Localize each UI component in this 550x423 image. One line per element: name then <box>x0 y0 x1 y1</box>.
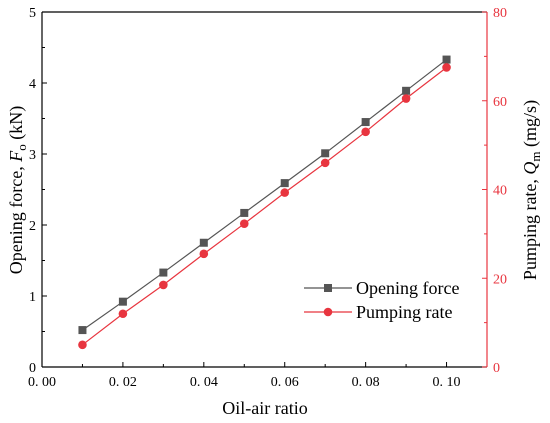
x-axis-label: Oil-air ratio <box>222 398 307 418</box>
y-right-label-var: Q <box>520 162 540 175</box>
data-point-opening-force <box>118 297 127 306</box>
y-left-tick-label: 5 <box>29 6 36 21</box>
data-point-opening-force <box>442 55 451 64</box>
data-point-pumping-rate <box>320 158 330 168</box>
data-point-pumping-rate <box>199 249 209 259</box>
y-left-tick-label: 3 <box>29 148 36 163</box>
y-right-tick-label: 80 <box>493 6 507 21</box>
series-layer <box>78 55 451 350</box>
y-left-label-text: Opening force, <box>6 162 26 274</box>
y-left-label-var: F <box>6 150 26 163</box>
series-line-opening-force <box>82 59 447 331</box>
y-right-tick-label: 0 <box>493 361 500 376</box>
y-axis-left: 0 1 2 3 4 5 <box>29 6 47 376</box>
x-axis: 0. 00 0. 02 0. 04 0. 06 0. 08 0. 10 <box>28 362 461 390</box>
y-left-tick-label: 1 <box>29 290 36 305</box>
y-right-label-text: Pumping rate, <box>520 175 540 281</box>
legend-marker-opening-force <box>324 284 332 292</box>
data-point-pumping-rate <box>118 309 128 319</box>
data-point-opening-force <box>402 86 411 95</box>
y-right-label-sub: m <box>528 151 543 161</box>
x-tick-label: 0. 08 <box>352 375 380 390</box>
y-right-label-unit: (mg/s) <box>520 100 541 152</box>
data-point-pumping-rate <box>280 188 290 197</box>
data-point-opening-force <box>159 268 168 277</box>
x-tick-label: 0. 10 <box>433 375 461 390</box>
data-point-opening-force <box>199 238 208 247</box>
y-left-label-sub: o <box>14 144 29 151</box>
y-right-tick-label: 40 <box>493 184 507 199</box>
y-axis-left-label: Opening force, Fo (kN) <box>6 106 29 274</box>
y-left-tick-label: 0 <box>29 361 36 376</box>
y-left-tick-label: 4 <box>29 77 36 92</box>
x-tick-label: 0. 00 <box>28 375 56 390</box>
data-point-pumping-rate <box>442 63 451 72</box>
data-point-opening-force <box>280 179 289 188</box>
legend-label-pumping-rate: Pumping rate <box>356 302 453 322</box>
data-point-pumping-rate <box>239 219 249 228</box>
x-tick-label: 0. 06 <box>271 375 299 390</box>
y-left-label-unit: (kN) <box>6 106 27 145</box>
y-left-tick-label: 2 <box>29 219 36 234</box>
series-line-pumping-rate <box>82 66 447 346</box>
legend-marker-pumping-rate <box>323 307 333 317</box>
x-tick-label: 0. 02 <box>109 375 137 390</box>
x-tick-label: 0. 04 <box>190 375 218 390</box>
data-point-pumping-rate <box>361 127 370 137</box>
data-point-pumping-rate <box>159 280 168 290</box>
data-point-pumping-rate <box>78 340 87 350</box>
data-point-opening-force <box>240 208 249 217</box>
data-point-opening-force <box>321 149 330 158</box>
data-point-opening-force <box>78 326 87 335</box>
y-right-tick-label: 20 <box>493 272 507 287</box>
legend-label-opening-force: Opening force <box>356 278 459 298</box>
data-point-pumping-rate <box>401 94 411 103</box>
y-axis-right-label: Pumping rate, Qm (mg/s) <box>520 100 543 280</box>
legend: Opening force Pumping rate <box>304 278 459 322</box>
y-right-tick-label: 60 <box>493 95 507 110</box>
y-axis-right: 0 20 40 60 80 <box>482 6 507 376</box>
data-point-opening-force <box>361 118 370 127</box>
